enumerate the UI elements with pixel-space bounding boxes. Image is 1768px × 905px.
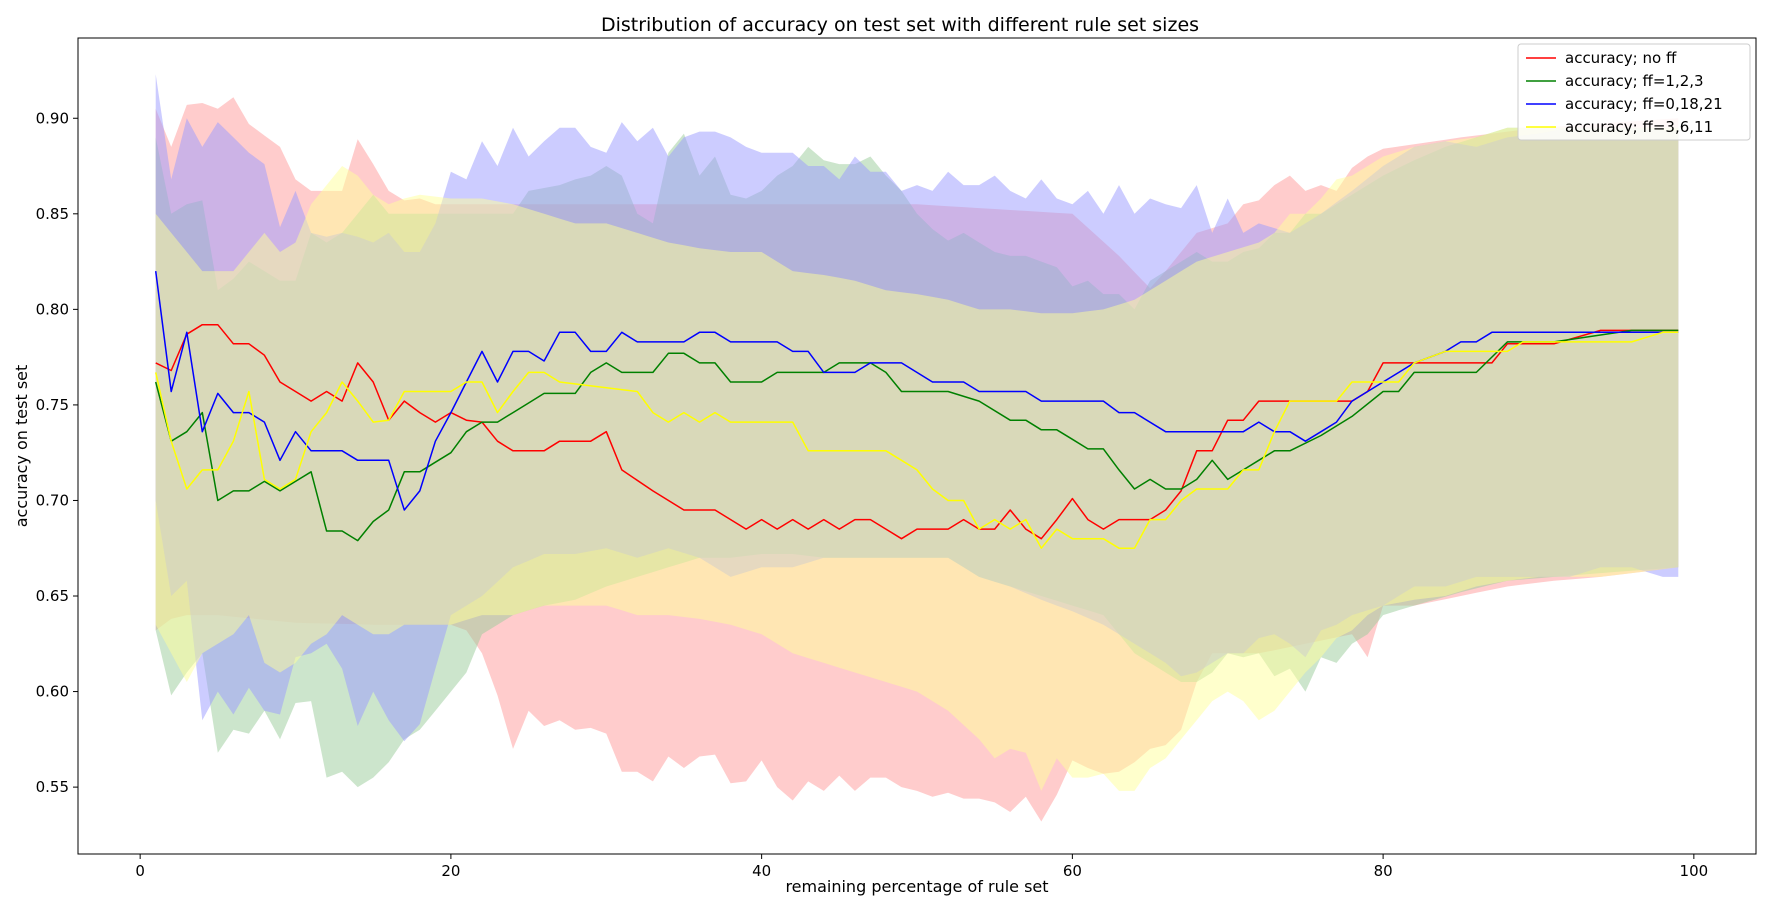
y-tick-label: 0.55 xyxy=(36,778,69,796)
y-tick-label: 0.60 xyxy=(36,683,69,701)
x-tick-label: 20 xyxy=(441,862,460,880)
x-tick-label: 60 xyxy=(1063,862,1082,880)
plot-frame xyxy=(77,37,1757,855)
series-lines xyxy=(154,271,1679,549)
legend-label: accuracy; ff=0,18,21 xyxy=(1565,95,1723,113)
line-series-3 xyxy=(154,271,1679,511)
y-axis: 0.55 0.60 0.65 0.70 0.75 0.80 0.85 0.90 xyxy=(36,109,78,796)
y-tick-label: 0.80 xyxy=(36,300,69,318)
band-series-4 xyxy=(155,127,1679,791)
legend-label: accuracy; ff=1,2,3 xyxy=(1565,72,1704,90)
x-tick-label: 40 xyxy=(752,862,771,880)
y-tick-label: 0.75 xyxy=(36,396,69,414)
x-axis-label: remaining percentage of rule set xyxy=(785,877,1048,896)
y-tick-label: 0.85 xyxy=(36,205,69,223)
confidence-bands xyxy=(155,74,1679,822)
chart-title: Distribution of accuracy on test set wit… xyxy=(601,14,1199,36)
x-tick-label: 0 xyxy=(135,862,145,880)
legend: accuracy; no ff accuracy; ff=1,2,3 accurac… xyxy=(1517,43,1751,141)
x-axis: 0 20 40 60 80 100 xyxy=(135,854,1708,880)
line-series-4 xyxy=(154,331,1679,549)
legend-box xyxy=(1517,43,1751,141)
line-series-2 xyxy=(154,329,1679,542)
legend-label: accuracy; ff=3,6,11 xyxy=(1565,118,1713,136)
y-tick-label: 0.70 xyxy=(36,491,69,509)
x-tick-label: 100 xyxy=(1680,862,1709,880)
x-tick-label: 80 xyxy=(1374,862,1393,880)
y-tick-label: 0.65 xyxy=(36,587,69,605)
y-tick-label: 0.90 xyxy=(36,109,69,127)
y-axis-label: accuracy on test set xyxy=(12,365,31,528)
legend-label: accuracy; no ff xyxy=(1565,49,1677,67)
line-series-1 xyxy=(155,323,1679,540)
